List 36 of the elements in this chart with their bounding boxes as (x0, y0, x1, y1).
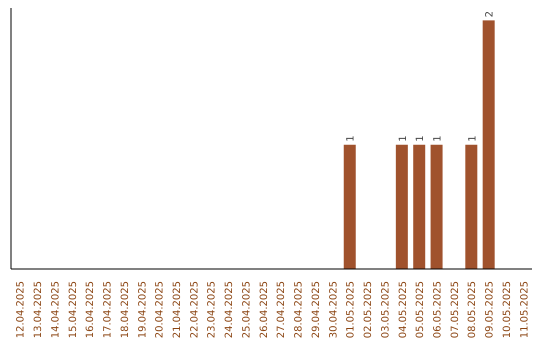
x-tick-label: 15.04.2025 (68, 281, 79, 338)
x-tick-label: 13.04.2025 (33, 281, 44, 338)
x-tick-label: 30.04.2025 (328, 281, 340, 338)
x-tick-label: 04.05.2025 (398, 281, 409, 338)
data-label: 2 (484, 11, 496, 18)
x-tick-label: 25.04.2025 (241, 281, 252, 338)
x-tick-label: 12.04.2025 (16, 281, 27, 338)
x-tick-label: 28.04.2025 (294, 281, 305, 338)
data-label: 1 (415, 135, 426, 142)
x-tick-label: 27.04.2025 (276, 281, 288, 338)
x-tick-label: 06.05.2025 (432, 281, 444, 338)
x-tick-label: 07.05.2025 (450, 281, 461, 338)
x-tick-label: 08.05.2025 (467, 281, 478, 338)
x-tick-label: 11.05.2025 (519, 281, 530, 338)
x-tick-label: 17.04.2025 (102, 281, 114, 338)
data-label: 1 (398, 135, 409, 142)
x-tick-label: 24.04.2025 (224, 281, 236, 338)
x-tick-label: 02.05.2025 (363, 281, 374, 338)
x-tick-label: 16.04.2025 (85, 281, 96, 338)
x-tick-label: 19.04.2025 (137, 281, 148, 338)
x-tick-label: 26.04.2025 (258, 281, 270, 338)
x-tick-label: 09.05.2025 (484, 281, 496, 338)
x-tick-label: 10.05.2025 (502, 281, 513, 338)
x-tick-label: 29.04.2025 (310, 281, 322, 338)
x-tick-label: 22.04.2025 (189, 281, 200, 338)
x-tick-label: 03.05.2025 (380, 281, 392, 338)
x-tick-label: 01.05.2025 (346, 281, 357, 338)
x-tick-label: 18.04.2025 (120, 281, 131, 338)
x-tick-label: 23.04.2025 (206, 281, 218, 338)
x-tick-label: 21.04.2025 (172, 281, 183, 338)
x-tick-label: 05.05.2025 (415, 281, 426, 338)
data-label: 1 (467, 135, 478, 142)
x-tick-label: 14.04.2025 (50, 281, 62, 338)
data-label: 1 (432, 135, 444, 142)
x-tick-label: 20.04.2025 (154, 281, 166, 338)
data-label: 1 (346, 135, 357, 142)
